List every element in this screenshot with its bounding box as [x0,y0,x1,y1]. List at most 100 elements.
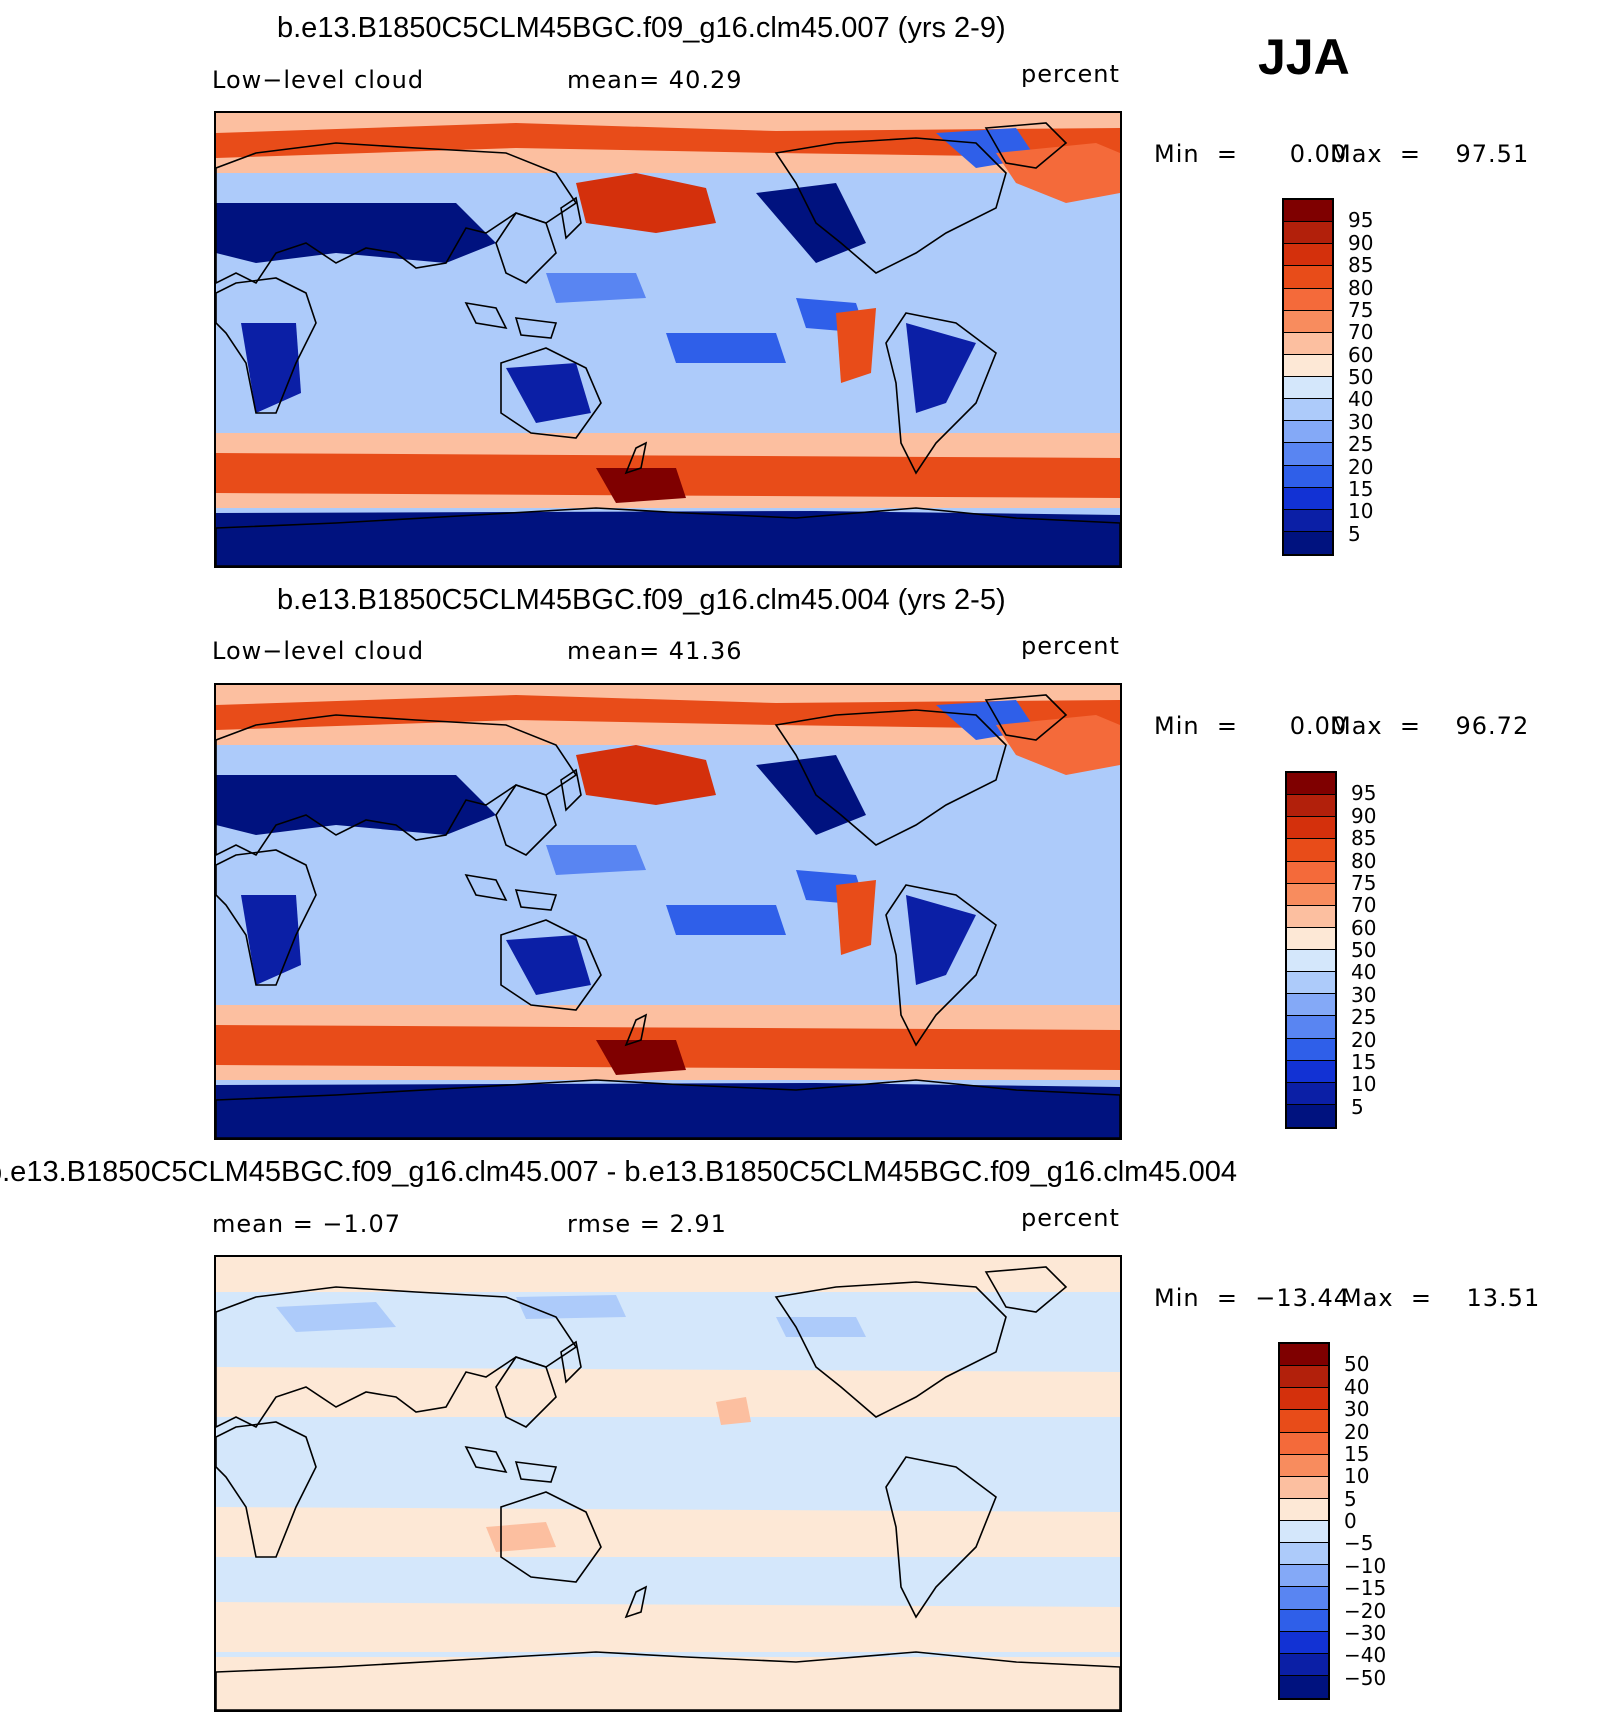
colorbar-label: 70 [1348,320,1374,345]
panel-3-colorbar-labels: 50 40 30 20 15 10 5 0 −5 −10 −15 −20 −30 −40 −50 [1344,1342,1434,1700]
colorbar-swatch [1280,1521,1328,1544]
colorbar-swatch [1280,1653,1328,1676]
colorbar-swatch [1284,465,1332,488]
panel-3-colorbar [1278,1342,1330,1700]
colorbar-label: 10 [1344,1464,1370,1489]
colorbar-label: 5 [1351,1094,1364,1119]
colorbar-label: 85 [1351,826,1377,851]
colorbar-swatch [1280,1543,1328,1566]
panel-1-max-text: Max = 97.51 [1330,140,1530,168]
panel-2-colorbar-labels: 95 90 85 80 75 70 60 50 40 30 25 20 15 10 5 [1351,771,1431,1129]
colorbar-label: 25 [1351,1005,1377,1030]
panel-3-map [214,1255,1122,1712]
colorbar-label: 30 [1344,1397,1370,1422]
colorbar-label: −40 [1344,1643,1387,1668]
colorbar-label: 20 [1344,1419,1370,1444]
colorbar-swatch [1280,1388,1328,1411]
panel-1-map [214,111,1122,568]
colorbar-swatch [1280,1454,1328,1477]
panel-2-map [214,683,1122,1140]
colorbar-label: 80 [1348,275,1374,300]
colorbar-swatch [1284,421,1332,444]
colorbar-label: 50 [1344,1352,1370,1377]
colorbar-label: 0 [1344,1509,1357,1533]
colorbar-swatch [1287,1038,1335,1061]
panel-2-variable-label: Low−level cloud [212,637,425,665]
panel-2-max-text: Max = 96.72 [1330,712,1530,740]
colorbar-swatch [1287,1104,1335,1127]
colorbar-label: 40 [1344,1374,1370,1399]
colorbar-swatch [1284,266,1332,289]
colorbar-swatch [1280,1410,1328,1433]
panel-1-title: b.e13.B1850C5CLM45BGC.f09_g16.clm45.007 … [277,12,1006,44]
colorbar-label: 25 [1348,432,1374,457]
colorbar-swatch [1280,1432,1328,1455]
colorbar-swatch [1284,443,1332,466]
colorbar-label: −5 [1344,1531,1374,1556]
colorbar-swatch [1280,1476,1328,1499]
colorbar-label: 10 [1351,1072,1377,1097]
colorbar-label: 70 [1351,893,1377,918]
colorbar-swatch [1284,310,1332,333]
colorbar-label: 75 [1348,297,1374,322]
colorbar-label: 15 [1348,476,1374,501]
colorbar-swatch [1287,773,1335,796]
season-label: JJA [1258,29,1350,85]
colorbar-label: 5 [1348,521,1361,546]
colorbar-swatch [1287,861,1335,884]
panel-3-title: b.e13.B1850C5CLM45BGC.f09_g16.clm45.007 … [0,1156,1238,1188]
colorbar-swatch [1284,244,1332,267]
colorbar-swatch [1287,1060,1335,1083]
colorbar-swatch [1287,905,1335,928]
colorbar-swatch [1280,1675,1328,1698]
colorbar-swatch [1284,509,1332,532]
colorbar-swatch [1284,332,1332,355]
colorbar-swatch [1287,972,1335,995]
colorbar-label: 50 [1351,938,1377,962]
colorbar-label: −20 [1344,1598,1387,1623]
colorbar-label: 85 [1348,253,1374,278]
colorbar-swatch [1287,817,1335,840]
panel-1-units-label: percent [1021,60,1120,88]
colorbar-swatch [1280,1498,1328,1521]
colorbar-swatch [1280,1631,1328,1654]
panel-3-rmse-label: rmse = 2.91 [567,1210,727,1238]
colorbar-label: 30 [1351,982,1377,1007]
panel-3-units-label: percent [1021,1204,1120,1232]
colorbar-label: 20 [1351,1027,1377,1052]
colorbar-swatch [1280,1587,1328,1610]
colorbar-label: 50 [1348,365,1374,389]
colorbar-label: 40 [1348,387,1374,412]
panel-2-units-label: percent [1021,632,1120,660]
colorbar-label: −15 [1344,1576,1387,1601]
colorbar-swatch [1284,531,1332,554]
panel-2-min-text: Min = 0.00 [1154,712,1348,740]
colorbar-swatch [1287,1016,1335,1039]
colorbar-swatch [1284,222,1332,245]
colorbar-swatch [1287,795,1335,818]
colorbar-label: −50 [1344,1665,1387,1690]
panel-1-mean-label: mean= 40.29 [567,66,743,94]
colorbar-swatch [1280,1344,1328,1367]
colorbar-swatch [1287,994,1335,1017]
colorbar-label: −30 [1344,1620,1387,1645]
colorbar-label: 60 [1348,342,1374,367]
colorbar-label: 90 [1348,230,1374,255]
colorbar-swatch [1284,200,1332,223]
colorbar-swatch [1287,883,1335,906]
panel-2-title: b.e13.B1850C5CLM45BGC.f09_g16.clm45.004 … [277,584,1006,616]
panel-3-mean-label: mean = −1.07 [212,1210,401,1238]
colorbar-swatch [1284,288,1332,311]
colorbar-label: 30 [1348,409,1374,434]
colorbar-label: 15 [1344,1441,1370,1466]
panel-1-colorbar [1282,198,1334,556]
colorbar-swatch [1287,1082,1335,1105]
panel-1-colorbar-labels: 95 90 85 80 75 70 60 50 40 30 25 20 15 10 5 [1348,198,1428,556]
colorbar-label: 10 [1348,499,1374,524]
colorbar-swatch [1284,377,1332,400]
colorbar-label: 40 [1351,960,1377,985]
colorbar-label: 60 [1351,915,1377,940]
colorbar-label: 80 [1351,848,1377,873]
colorbar-label: 5 [1344,1486,1357,1511]
colorbar-label: −10 [1344,1553,1387,1578]
